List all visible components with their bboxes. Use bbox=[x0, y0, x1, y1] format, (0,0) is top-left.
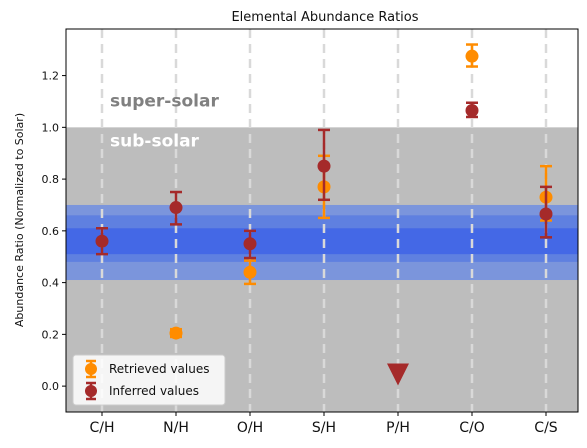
data-point bbox=[317, 159, 331, 173]
y-tick-label: 0.2 bbox=[42, 328, 60, 341]
x-tick-label: S/H bbox=[312, 420, 336, 436]
legend-label: Retrieved values bbox=[109, 362, 209, 376]
legend-label: Inferred values bbox=[109, 384, 199, 398]
y-axis-label: Abundance Ratio (Normalized to Solar) bbox=[13, 113, 26, 327]
x-tick-label: P/H bbox=[386, 420, 410, 436]
band-inner bbox=[66, 228, 578, 255]
data-point bbox=[465, 49, 479, 63]
chart-title: Elemental Abundance Ratios bbox=[231, 10, 418, 25]
x-tick-label: N/H bbox=[163, 420, 189, 436]
y-tick-label: 1.0 bbox=[42, 121, 60, 134]
y-tick-label: 0.8 bbox=[42, 173, 60, 186]
data-point bbox=[243, 265, 257, 279]
data-point bbox=[169, 201, 183, 215]
data-point bbox=[243, 237, 257, 251]
legend-marker bbox=[85, 363, 97, 375]
data-point bbox=[465, 104, 479, 118]
x-tick-label: C/O bbox=[459, 420, 485, 436]
super-solar-label: super-solar bbox=[110, 92, 219, 112]
y-tick-label: 0.0 bbox=[42, 380, 60, 393]
legend-box bbox=[72, 354, 226, 406]
plot-area: super-solar sub-solar 0.0 0.2 0.4 0.6 0.8 1.0 1.… bbox=[42, 28, 579, 436]
data-point bbox=[169, 326, 183, 340]
legend-marker bbox=[85, 385, 97, 397]
data-point bbox=[539, 207, 553, 221]
sub-solar-label: sub-solar bbox=[110, 132, 200, 152]
upper-limit-marker bbox=[387, 363, 409, 386]
x-tick-label: C/H bbox=[89, 420, 114, 436]
y-tick-label: 0.6 bbox=[42, 225, 60, 238]
y-tick-label: 0.4 bbox=[42, 277, 60, 290]
data-point bbox=[95, 234, 109, 248]
y-tick-label: 1.2 bbox=[42, 70, 60, 83]
x-tick-label: C/S bbox=[534, 420, 557, 436]
x-tick-label: O/H bbox=[237, 420, 263, 436]
axes-frame bbox=[65, 28, 579, 413]
